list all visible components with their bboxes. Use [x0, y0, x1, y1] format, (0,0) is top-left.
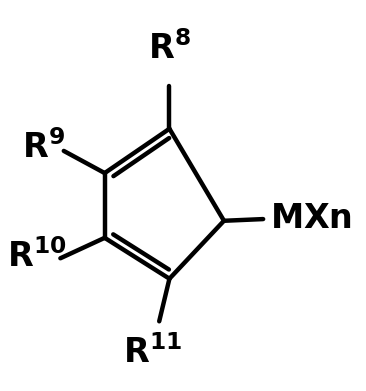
- Text: $\mathbf{R^{8}}$: $\mathbf{R^{8}}$: [148, 31, 191, 66]
- Text: $\mathbf{MXn}$: $\mathbf{MXn}$: [270, 203, 352, 235]
- Text: $\mathbf{R^{9}}$: $\mathbf{R^{9}}$: [22, 130, 65, 165]
- Text: $\mathbf{R^{10}}$: $\mathbf{R^{10}}$: [7, 239, 66, 274]
- Text: $\mathbf{R^{11}}$: $\mathbf{R^{11}}$: [123, 335, 182, 370]
